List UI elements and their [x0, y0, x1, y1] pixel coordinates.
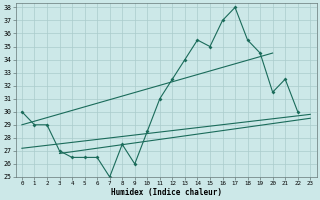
X-axis label: Humidex (Indice chaleur): Humidex (Indice chaleur)	[111, 188, 221, 197]
